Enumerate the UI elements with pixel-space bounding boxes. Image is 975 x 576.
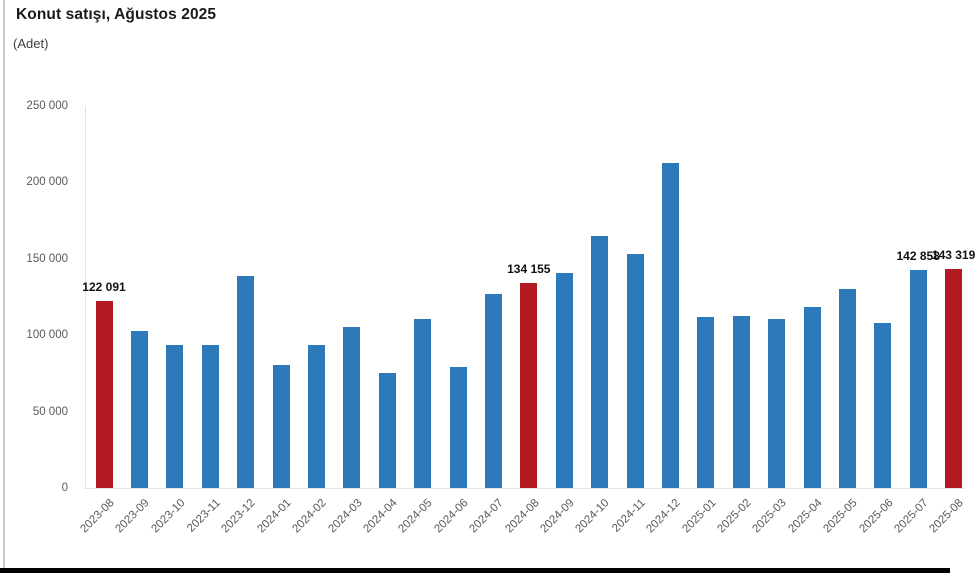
- x-tick-label-2023-12: 2023-12: [219, 497, 259, 536]
- x-tick-label-2024-03: 2024-03: [325, 497, 365, 536]
- bar-2023-09: [130, 331, 148, 488]
- bar-2023-08: [95, 301, 113, 488]
- bar-2024-04: [378, 373, 396, 488]
- x-tick-label-2025-07: 2025-07: [892, 497, 931, 536]
- bar-2025-01: [697, 317, 715, 488]
- bar-2025-04: [803, 307, 821, 488]
- bar-2024-08: [520, 283, 538, 488]
- x-axis-line: [85, 488, 965, 489]
- x-tick-label-2025-02: 2025-02: [715, 497, 754, 536]
- bar-2024-05: [414, 319, 432, 488]
- bottom-rule: [0, 568, 950, 573]
- y-axis-line: [85, 106, 86, 488]
- y-tick-label: 250 000: [26, 100, 68, 112]
- y-tick-label: 150 000: [26, 252, 68, 265]
- bar-2024-01: [272, 365, 290, 488]
- bar-2024-11: [626, 254, 644, 488]
- bar-2025-02: [732, 316, 750, 488]
- left-edge-border: [3, 0, 5, 573]
- x-tick-label-2024-02: 2024-02: [290, 497, 329, 536]
- bar-2024-03: [343, 327, 361, 488]
- x-tick-label-2024-12: 2024-12: [644, 497, 683, 536]
- x-tick-label-2024-09: 2024-09: [538, 497, 577, 536]
- x-tick-label-2024-05: 2024-05: [396, 497, 436, 536]
- x-tick-label-2024-07: 2024-07: [467, 497, 506, 536]
- y-tick-label: 200 000: [26, 176, 68, 189]
- y-tick-label: 50 000: [32, 405, 68, 418]
- x-tick-label-2024-08: 2024-08: [502, 497, 542, 536]
- x-tick-label-2023-09: 2023-09: [113, 497, 152, 536]
- x-tick-label-2025-01: 2025-01: [679, 497, 719, 536]
- bar-2025-07: [909, 270, 927, 488]
- bar-2024-12: [661, 163, 679, 488]
- bar-2023-11: [201, 345, 219, 488]
- bar-value-label-2025-08: 143 319: [931, 248, 975, 262]
- chart-title: Konut satışı, Ağustos 2025: [16, 6, 217, 23]
- x-tick-label-2024-11: 2024-11: [609, 497, 648, 535]
- y-tick-label: 100 000: [26, 329, 68, 342]
- bar-2024-02: [307, 345, 325, 488]
- x-tick-label-2023-10: 2023-10: [148, 497, 188, 536]
- x-tick-label-2024-04: 2024-04: [361, 497, 400, 536]
- x-tick-label-2025-08: 2025-08: [927, 497, 967, 536]
- y-tick-label: 0: [61, 482, 68, 494]
- bar-2025-06: [874, 323, 892, 488]
- bar-2025-08: [945, 269, 963, 488]
- x-tick-label-2024-10: 2024-10: [573, 497, 613, 536]
- bar-value-label-2023-08: 122 091: [82, 280, 126, 294]
- x-tick-label-2025-05: 2025-05: [821, 497, 860, 536]
- bar-2025-03: [768, 319, 786, 488]
- x-tick-label-2024-01: 2024-01: [255, 497, 294, 536]
- bar-2024-07: [484, 294, 502, 488]
- bar-value-label-2024-08: 134 155: [507, 262, 551, 276]
- bar-2024-06: [449, 367, 467, 488]
- x-tick-label-2023-11: 2023-11: [184, 497, 223, 535]
- x-tick-label-2024-06: 2024-06: [432, 497, 471, 536]
- bar-value-label-2025-07: 142 858: [896, 249, 940, 263]
- x-tick-label-2025-03: 2025-03: [750, 497, 790, 536]
- x-tick-label-2023-08: 2023-08: [78, 497, 117, 536]
- x-tick-label-2025-06: 2025-06: [856, 497, 896, 536]
- bar-2025-05: [838, 289, 856, 488]
- unit-label: (Adet): [13, 36, 49, 51]
- bar-2024-09: [555, 273, 573, 488]
- x-tick-label-2025-04: 2025-04: [786, 497, 825, 536]
- bar-2023-12: [237, 276, 255, 488]
- bar-2024-10: [591, 236, 609, 488]
- bar-2023-10: [166, 345, 184, 488]
